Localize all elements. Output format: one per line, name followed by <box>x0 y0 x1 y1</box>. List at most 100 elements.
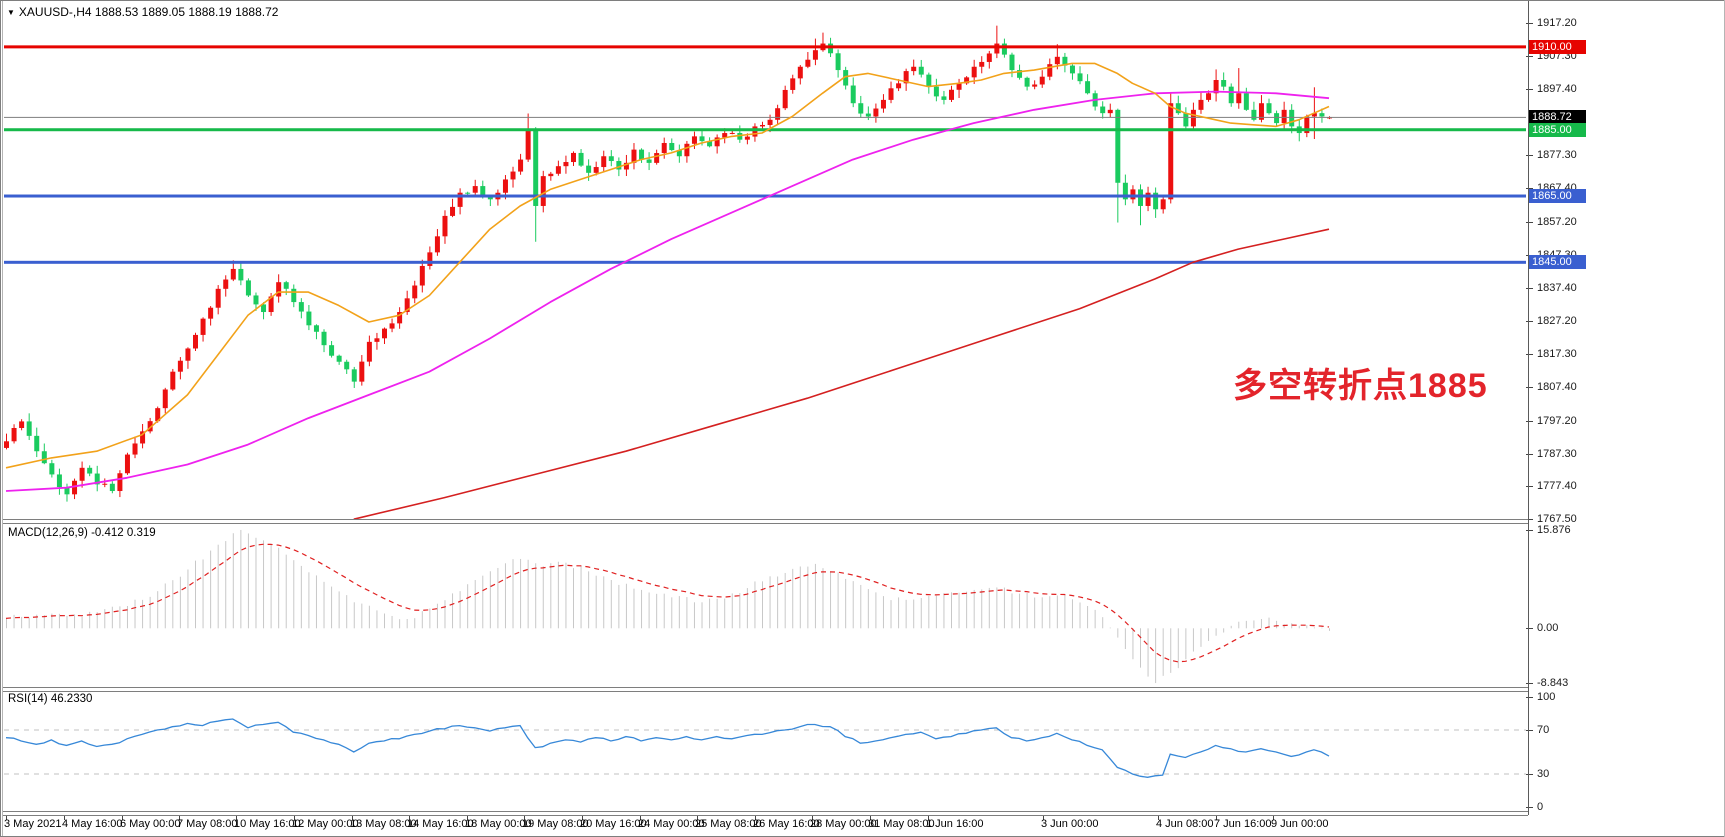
candle-body <box>971 66 977 78</box>
candle-body <box>835 53 841 71</box>
ma-fast-line <box>5 62 1330 469</box>
candle-body <box>911 66 917 72</box>
candle-body <box>1319 113 1325 117</box>
panel-separator-rsi-timeaxis[interactable] <box>0 811 1528 816</box>
candle-body <box>1009 54 1015 71</box>
candle-body <box>79 467 85 481</box>
candle-body <box>691 136 697 144</box>
candle-body <box>94 473 100 485</box>
rsi-level-lines <box>4 729 1526 775</box>
level-line-1845 <box>4 260 1526 264</box>
candle-body <box>986 53 992 62</box>
candle-body <box>903 71 909 84</box>
candle-body <box>49 463 55 475</box>
candle-body <box>933 86 939 97</box>
candle-body <box>472 186 478 193</box>
rsi-scale-label: 30 <box>1537 768 1550 780</box>
candle-body <box>1236 93 1242 104</box>
candle-body <box>714 137 720 147</box>
window-frame-top <box>0 0 1725 1</box>
chart-annotation-text: 多空转折点1885 <box>1233 367 1488 405</box>
candle-body <box>994 43 1000 54</box>
candle-body <box>336 355 342 362</box>
panel-separator-main-macd[interactable] <box>0 519 1528 524</box>
candle-body <box>389 323 395 329</box>
candle-body <box>1258 103 1264 120</box>
candle-body <box>1221 80 1227 87</box>
candle-body <box>502 179 508 193</box>
candle-body <box>374 338 380 342</box>
candle-body <box>1274 113 1280 124</box>
time-label: 3 Jun 00:00 <box>1041 818 1099 830</box>
candle-body <box>888 88 894 100</box>
candle-body <box>208 307 214 319</box>
candle-body <box>382 328 387 339</box>
candle-body <box>964 77 970 84</box>
candle-body <box>510 171 516 180</box>
candle-body <box>850 85 856 104</box>
candle-body <box>124 454 130 474</box>
candle-body <box>752 126 758 137</box>
candle-body <box>427 252 433 266</box>
candle-body <box>170 371 176 390</box>
price-tick-label: 1877.30 <box>1537 149 1577 161</box>
candle-body <box>404 298 410 313</box>
candle-body <box>858 103 864 114</box>
time-label: 4 Jun 08:00 <box>1156 818 1214 830</box>
candle-body <box>639 149 645 160</box>
panel-separator-macd-rsi[interactable] <box>0 687 1528 692</box>
time-label: 3 May 2021 <box>4 818 62 830</box>
candle-body <box>117 473 123 492</box>
candle-body <box>457 192 463 207</box>
candle-body <box>1213 80 1219 94</box>
candle-body <box>359 361 365 382</box>
candle-body <box>1100 106 1106 114</box>
candle-body <box>132 443 138 455</box>
candle-body <box>593 167 599 173</box>
candle-body <box>631 149 637 163</box>
candle-body <box>525 129 531 160</box>
candle-body <box>291 288 297 303</box>
candle-body <box>729 132 735 134</box>
time-label: 25 May 08:00 <box>695 818 762 830</box>
price-tick-label: 1767.50 <box>1537 513 1577 525</box>
candle-body <box>586 165 592 173</box>
candle-body <box>162 389 168 409</box>
price-tick-label: 1837.40 <box>1537 282 1577 294</box>
macd-signal-line <box>5 543 1330 663</box>
candle-body <box>87 467 93 474</box>
macd-scale-label: 0.00 <box>1537 622 1559 634</box>
candle-body <box>775 108 781 120</box>
price-badge-1845.00: 1845.00 <box>1529 255 1586 269</box>
candle-body <box>676 150 682 157</box>
candle-body <box>487 196 493 200</box>
candle-body <box>608 156 614 162</box>
candle-body <box>298 302 304 312</box>
ma-mid-line <box>5 90 1330 492</box>
rsi-indicator-label: RSI(14) 46.2330 <box>8 693 93 705</box>
rsi-line <box>5 718 1330 778</box>
candle-body <box>722 133 728 138</box>
time-label: 6 May 00:00 <box>120 818 181 830</box>
price-tick-label: 1817.30 <box>1537 348 1577 360</box>
candle-body <box>329 345 335 356</box>
candle-body <box>699 136 705 142</box>
candle-body <box>19 421 25 428</box>
candle-body <box>64 487 70 495</box>
candle-body <box>4 441 9 448</box>
candle-body <box>1062 56 1068 66</box>
candle-body <box>1175 103 1181 114</box>
candle-body <box>56 474 62 488</box>
candle-body <box>1153 192 1159 210</box>
window-frame-left <box>0 0 3 837</box>
macd-scale-label: 15.876 <box>1537 524 1571 536</box>
candle-body <box>351 369 357 382</box>
candle-body <box>1138 189 1143 206</box>
symbol-dropdown-icon: ▼ <box>7 8 15 17</box>
candle-body <box>737 132 743 140</box>
candle-body <box>1251 109 1257 120</box>
candle-body <box>480 186 486 197</box>
candle-body <box>1085 81 1091 94</box>
